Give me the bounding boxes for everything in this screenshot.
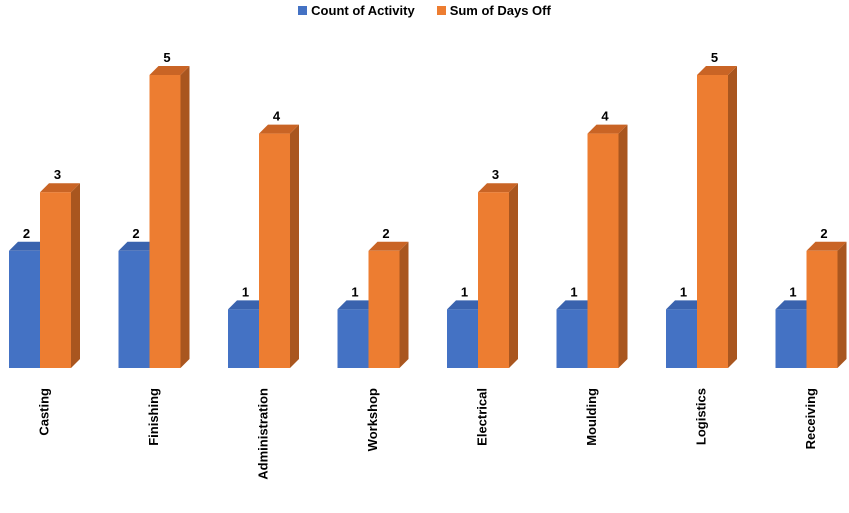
bar-front-face: [697, 75, 728, 368]
bar-side-face: [837, 241, 847, 368]
bar-sum-of-days-off-casting: [40, 183, 80, 368]
bar-side-face: [728, 66, 737, 368]
bar-top-face: [368, 241, 409, 251]
legend-swatch-sum-of-days-off: [436, 6, 446, 15]
bar-top-face: [775, 300, 816, 310]
data-label-sum-of-days-off-receiving: 2: [820, 226, 827, 241]
legend-label-count-of-activity: Count of Activity: [311, 3, 415, 18]
bar-side-face: [71, 183, 80, 368]
bar-front-face: [149, 75, 181, 368]
bar-top-face: [118, 241, 159, 251]
bar-sum-of-days-off-logistics: [697, 66, 737, 368]
bar-side-face: [509, 183, 518, 368]
data-label-sum-of-days-off-logistics: 5: [711, 50, 718, 65]
bar-top-face: [228, 300, 268, 310]
data-label-count-of-activity-workshop: 1: [351, 284, 358, 299]
data-label-count-of-activity-receiving: 1: [789, 284, 796, 299]
bar-top-face: [478, 183, 518, 193]
bar-top-face: [259, 124, 299, 134]
chart-legend: Count of Activity Sum of Days Off: [0, 3, 849, 18]
data-label-count-of-activity-electrical: 1: [461, 284, 468, 299]
bar-top-face: [149, 66, 190, 75]
category-label-electrical: Electrical: [475, 388, 490, 446]
bar-side-face: [180, 66, 190, 368]
bar-front-face: [556, 309, 588, 368]
bar-front-face: [337, 309, 369, 368]
bar-front-face: [118, 250, 150, 368]
data-label-count-of-activity-administration: 1: [242, 284, 249, 299]
bar-front-face: [666, 309, 697, 368]
bar-front-face: [447, 309, 478, 368]
data-label-sum-of-days-off-administration: 4: [273, 109, 281, 124]
bar-top-face: [9, 241, 49, 251]
legend-item-sum-of-days-off: Sum of Days Off: [436, 3, 551, 18]
category-label-finishing: Finishing: [146, 388, 161, 446]
bar-top-face: [447, 300, 487, 310]
bar-top-face: [337, 300, 378, 310]
category-label-moulding: Moulding: [584, 388, 599, 446]
category-label-administration: Administration: [256, 388, 271, 480]
bar-sum-of-days-off-receiving: [806, 241, 847, 368]
bar-top-face: [40, 183, 80, 193]
bar-front-face: [478, 192, 509, 368]
legend-item-count-of-activity: Count of Activity: [298, 3, 415, 18]
data-label-sum-of-days-off-moulding: 4: [601, 109, 609, 124]
category-label-receiving: Receiving: [803, 388, 818, 449]
data-label-count-of-activity-finishing: 2: [132, 226, 139, 241]
bar-top-face: [556, 300, 597, 310]
bar-front-face: [40, 192, 71, 368]
legend-swatch-count-of-activity: [298, 6, 308, 15]
data-label-count-of-activity-moulding: 1: [570, 284, 577, 299]
legend-label-sum-of-days-off: Sum of Days Off: [449, 3, 551, 18]
bar-top-face: [587, 124, 628, 134]
data-label-sum-of-days-off-casting: 3: [54, 167, 61, 182]
bar-top-face: [806, 241, 847, 251]
bar-top-face: [666, 300, 706, 310]
bar-sum-of-days-off-finishing: [149, 66, 190, 368]
bar-top-face: [697, 66, 737, 75]
bar-front-face: [368, 250, 400, 368]
bar-front-face: [775, 309, 807, 368]
category-label-casting: Casting: [37, 388, 52, 436]
data-label-sum-of-days-off-electrical: 3: [492, 167, 499, 182]
bar-front-face: [259, 133, 290, 368]
data-label-count-of-activity-logistics: 1: [680, 284, 687, 299]
category-label-logistics: Logistics: [694, 388, 709, 445]
bar-front-face: [806, 250, 838, 368]
bar-sum-of-days-off-administration: [259, 124, 299, 368]
bar-sum-of-days-off-electrical: [478, 183, 518, 368]
bar-side-face: [399, 241, 409, 368]
bar-side-face: [290, 124, 299, 368]
bar-side-face: [618, 124, 628, 368]
data-label-sum-of-days-off-finishing: 5: [163, 50, 170, 65]
data-label-sum-of-days-off-workshop: 2: [382, 226, 389, 241]
bar-front-face: [587, 133, 619, 368]
bar-front-face: [9, 250, 40, 368]
data-label-count-of-activity-casting: 2: [23, 226, 30, 241]
bar-front-face: [228, 309, 259, 368]
category-label-workshop: Workshop: [365, 388, 380, 451]
bar-sum-of-days-off-moulding: [587, 124, 628, 368]
bar-sum-of-days-off-workshop: [368, 241, 409, 368]
